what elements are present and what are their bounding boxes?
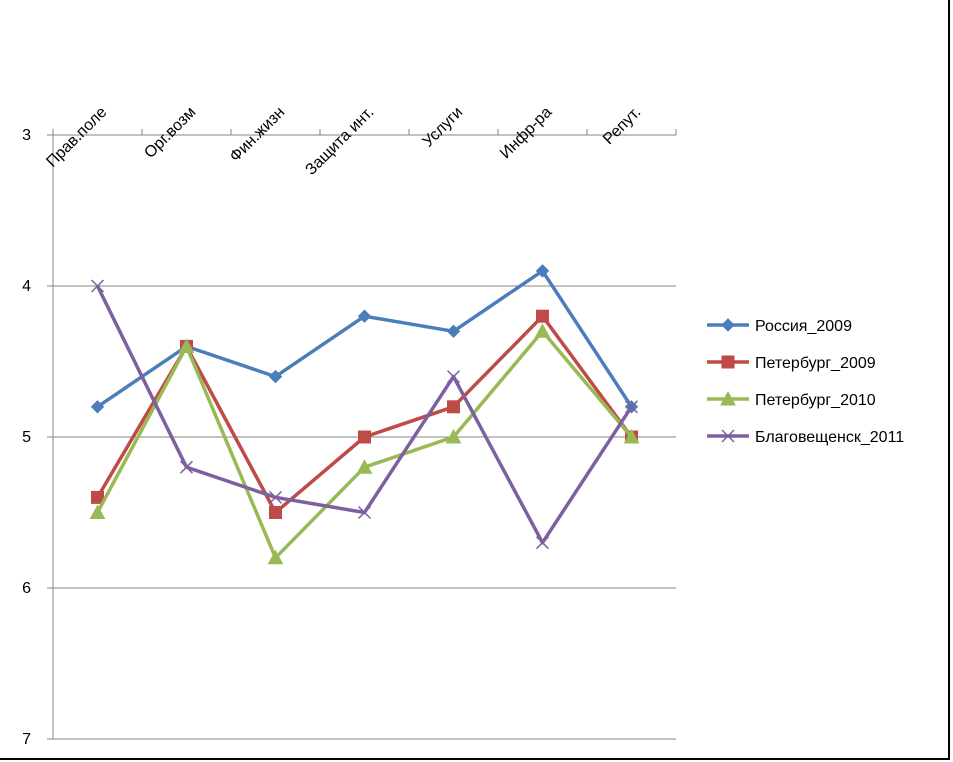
x-category-label: Инфр-ра (497, 104, 555, 162)
legend-label: Петербург_2010 (755, 392, 876, 409)
data-point-3 (534, 323, 551, 338)
y-tick-label: 7 (22, 731, 31, 748)
legend-label: Россия_2009 (755, 318, 852, 335)
legend-marker (720, 390, 736, 406)
data-point-3 (623, 428, 640, 444)
data-point-1 (535, 264, 550, 278)
x-marker-stroke (721, 429, 735, 443)
data-point-1 (90, 400, 105, 414)
data-point-1 (357, 309, 372, 323)
data-point-4 (179, 460, 194, 474)
series-line-2 (95, 314, 633, 515)
legend-label: Петербург_2009 (755, 355, 876, 372)
y-tick-label: 5 (22, 429, 31, 446)
data-point-4 (446, 370, 461, 384)
data-point-4 (535, 536, 550, 550)
x-marker-stroke (179, 460, 194, 474)
data-point-3 (178, 338, 195, 353)
series-line-3 (95, 329, 633, 560)
data-point-2 (269, 506, 282, 519)
x-marker-stroke (90, 279, 105, 293)
x-marker-stroke (446, 370, 461, 384)
data-point-4 (624, 400, 639, 414)
data-point-2 (358, 430, 371, 444)
data-point-1 (268, 369, 283, 384)
series-line-4 (95, 285, 633, 545)
x-marker-stroke (624, 400, 639, 414)
data-point-2 (91, 490, 104, 504)
data-point-4 (268, 490, 283, 504)
data-point-4 (357, 505, 372, 520)
legend-marker (721, 355, 735, 369)
x-marker-stroke (357, 505, 372, 520)
x-marker-stroke (268, 490, 283, 504)
data-point-3 (89, 504, 106, 519)
series-line-1 (96, 269, 633, 409)
data-point-3 (356, 459, 373, 474)
data-point-3 (267, 549, 284, 565)
x-marker-stroke (535, 536, 550, 550)
x-category-label: Защита инт. (302, 104, 377, 179)
x-category-label: Репут. (600, 104, 644, 148)
data-point-2 (447, 400, 460, 414)
y-tick-label: 4 (22, 278, 31, 295)
data-point-2 (536, 309, 549, 323)
data-point-4 (90, 279, 105, 293)
legend-marker (721, 429, 735, 443)
legend-marker (721, 318, 735, 332)
data-point-1 (446, 324, 461, 339)
y-tick-label: 3 (22, 127, 31, 144)
data-point-3 (445, 428, 462, 444)
y-tick-label: 6 (22, 580, 31, 597)
legend-label: Благовещенск_2011 (755, 429, 904, 446)
x-category-label: Услуги (420, 104, 467, 151)
x-category-label: Орг.возм (141, 104, 199, 162)
